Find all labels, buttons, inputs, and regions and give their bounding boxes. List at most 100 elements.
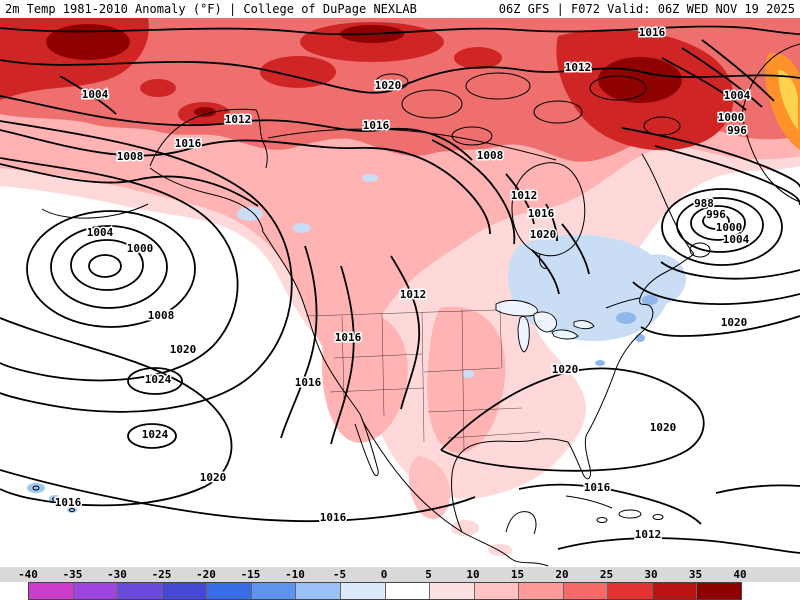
contour-label: 1024 bbox=[145, 373, 172, 386]
anomaly-fill-spot bbox=[454, 47, 502, 69]
pressure-contour bbox=[661, 57, 747, 111]
island-outline bbox=[689, 242, 711, 258]
state-border bbox=[423, 367, 501, 373]
pressure-contour bbox=[545, 203, 558, 242]
state-border bbox=[305, 309, 497, 317]
coastline bbox=[451, 438, 569, 533]
pressure-contour-closed bbox=[676, 197, 764, 253]
pressure-contour bbox=[632, 281, 800, 305]
coastline bbox=[267, 128, 557, 161]
contour-label: 1000 bbox=[127, 242, 154, 255]
contour-label: 1012 bbox=[400, 288, 427, 301]
anomaly-fill-spot bbox=[27, 483, 45, 493]
contour-label: 1020 bbox=[552, 363, 579, 376]
state-border bbox=[341, 315, 345, 401]
state-border bbox=[461, 309, 465, 451]
anomaly-fill-region bbox=[778, 70, 798, 130]
coastline bbox=[505, 511, 537, 535]
state-border bbox=[329, 387, 425, 393]
contour-label: 1008 bbox=[117, 150, 144, 163]
anomaly-fill-region bbox=[408, 456, 451, 520]
contour-label: 1016 bbox=[584, 481, 611, 494]
anomaly-fill-region bbox=[630, 254, 686, 306]
anomaly-fill-spot bbox=[194, 107, 216, 117]
contour-label: 1012 bbox=[511, 189, 538, 202]
island-outline bbox=[69, 508, 75, 512]
colorbar-segment bbox=[29, 583, 74, 599]
contour-label: 1016 bbox=[335, 331, 362, 344]
state-border bbox=[421, 311, 425, 443]
coastline bbox=[354, 413, 379, 477]
anomaly-fill-spot bbox=[462, 370, 474, 378]
pressure-contour bbox=[531, 249, 560, 295]
coastline bbox=[585, 253, 695, 437]
contour-label: 1016 bbox=[55, 496, 82, 509]
pressure-contour-closed bbox=[70, 239, 144, 291]
anomaly-fill-spot bbox=[642, 295, 658, 305]
contour-label: 1020 bbox=[200, 471, 227, 484]
state-border bbox=[427, 407, 523, 413]
pressure-contour bbox=[701, 39, 775, 102]
colorbar-segment bbox=[162, 583, 208, 599]
pressure-contour-closed bbox=[88, 254, 122, 278]
anomaly-fill-region bbox=[322, 310, 408, 443]
colorbar-segment bbox=[474, 583, 520, 599]
coastline bbox=[605, 297, 641, 309]
pressure-contour-closed bbox=[661, 188, 783, 266]
coastline bbox=[261, 229, 361, 415]
lake-outline bbox=[517, 316, 530, 353]
colorbar-segment bbox=[652, 583, 698, 599]
anomaly-fill-region bbox=[427, 306, 506, 454]
colorbar-tick: 0 bbox=[380, 568, 388, 581]
header-bar: 2m Temp 1981-2010 Anomaly (°F) | College… bbox=[0, 0, 800, 18]
contour-label: 1012 bbox=[565, 61, 592, 74]
colorbar-tick: -10 bbox=[285, 568, 305, 581]
state-border bbox=[333, 353, 423, 359]
pressure-contour bbox=[640, 315, 800, 337]
contour-label: 1024 bbox=[142, 428, 169, 441]
colorbar-segment bbox=[207, 583, 252, 599]
pressure-contour-closed bbox=[690, 205, 746, 241]
contour-label: 1016 bbox=[363, 119, 390, 132]
colorbar-segment bbox=[296, 583, 341, 599]
contour-label: 1020 bbox=[170, 343, 197, 356]
island-outline bbox=[596, 517, 608, 523]
colorbar-segment bbox=[519, 583, 564, 599]
contour-label: 1004 bbox=[724, 89, 751, 102]
contour-label: 1000 bbox=[718, 111, 745, 124]
anomaly-fill-spot bbox=[140, 79, 176, 97]
contour-label: 1016 bbox=[639, 26, 666, 39]
anomaly-fill-spot bbox=[451, 520, 479, 536]
pressure-contour-closed bbox=[26, 210, 196, 328]
colorbar-tick: 40 bbox=[733, 568, 747, 581]
colorbar-segment bbox=[340, 583, 386, 599]
anomaly-fill-spot bbox=[67, 507, 77, 513]
pressure-contour bbox=[660, 261, 800, 280]
anomaly-fill-spot bbox=[362, 174, 378, 182]
coastline bbox=[567, 435, 591, 480]
coastline bbox=[511, 162, 586, 257]
contour-label: 1020 bbox=[721, 316, 748, 329]
colorbar-tick: -40 bbox=[18, 568, 38, 581]
colorbar-segment bbox=[385, 583, 431, 599]
pressure-contour bbox=[505, 173, 535, 225]
anomaly-fill-spot bbox=[595, 360, 605, 366]
pressure-contour bbox=[280, 245, 318, 439]
pressure-contour bbox=[59, 75, 117, 115]
pressure-contour bbox=[518, 483, 702, 525]
island-outline bbox=[652, 514, 664, 520]
pressure-contour bbox=[431, 139, 516, 245]
pressure-contour bbox=[715, 484, 800, 494]
pressure-contour bbox=[561, 223, 590, 275]
island-outline bbox=[465, 72, 531, 100]
lake-outline bbox=[551, 329, 579, 340]
contour-label: 1020 bbox=[530, 228, 557, 241]
pressure-contour bbox=[0, 59, 800, 94]
contour-label: 1008 bbox=[477, 149, 504, 162]
colorbar-tick: 30 bbox=[644, 568, 658, 581]
contour-label: 996 bbox=[706, 208, 726, 221]
colorbar-segment bbox=[430, 583, 475, 599]
pressure-contour bbox=[0, 120, 293, 413]
contour-label: 1020 bbox=[650, 421, 677, 434]
